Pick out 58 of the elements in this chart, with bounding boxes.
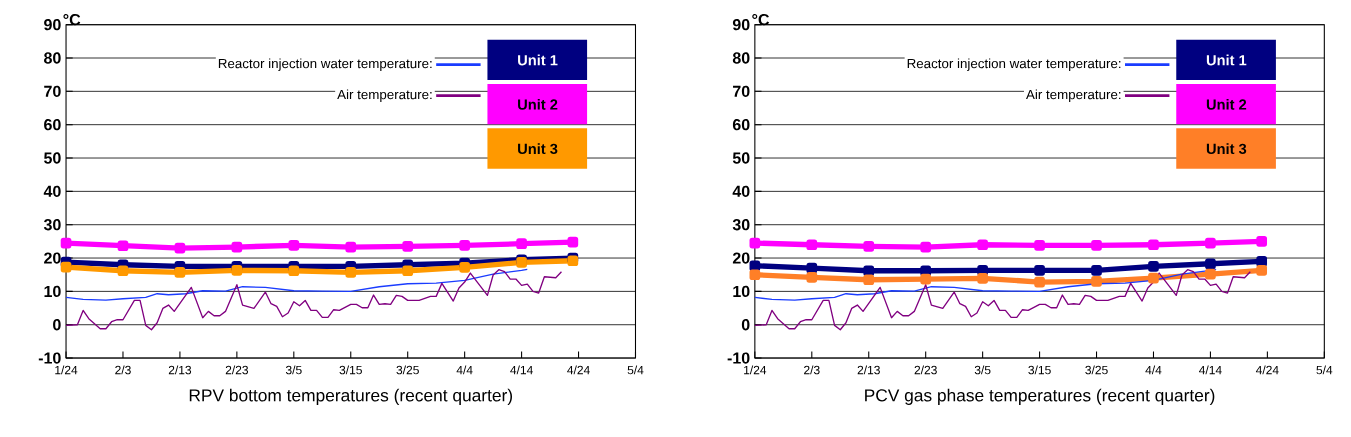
y-tick-label: 50 [732,152,750,164]
x-tick-label: 2/23 [225,365,249,375]
x-tick-label: 4/14 [1199,365,1222,375]
x-axis-title: PCV gas phase temperatures (recent quarter) [865,388,1215,405]
x-tick-label: 3/5 [285,365,302,375]
y-axis-title: °C [752,13,770,26]
text: Unit 1 [518,54,558,66]
x-axis-title: RPV bottom temperatures (recent quarter) [189,388,513,405]
x-tick-label: 4/4 [456,365,473,375]
y-tick-label: 10 [733,285,750,297]
y-tick-label: 20 [732,252,750,264]
legend-label: Air temperature: [337,89,432,102]
x-tick-label: 4/24 [567,365,590,375]
text: Unit 3 [1206,143,1247,154]
y-tick-label: 0 [53,318,61,331]
y-axis-title: °C [63,13,81,26]
x-tick-label: 4/14 [510,365,533,375]
y-tick-label: 0 [741,318,750,331]
x-tick-label: 2/13 [857,365,880,375]
y-tick-label: 30 [732,218,750,231]
text: Unit 1 [1206,54,1247,66]
y-tick-label: 60 [44,118,61,131]
y-tick-label: 20 [44,252,61,264]
y-tick-label: 40 [43,185,61,197]
text: Unit 2 [518,98,558,110]
x-tick-label: 4/4 [1145,365,1162,375]
y-tick-label: 80 [732,52,750,64]
y-tick-label: 90 [732,18,750,31]
legend-label: Air temperature: [1026,89,1121,102]
x-tick-label: 3/25 [1085,365,1108,375]
y-tick-label: 30 [43,218,61,231]
x-tick-label: 1/24 [744,365,767,375]
x-tick-label: 3/5 [974,365,991,375]
x-tick-label: 2/3 [115,365,131,375]
y-tick-label: 50 [44,152,61,164]
x-tick-label: 4/24 [1255,365,1279,375]
x-tick-label: 5/4 [627,365,644,375]
text: Unit 3 [518,143,558,154]
x-tick-label: 2/23 [914,365,937,375]
y-tick-label: -10 [727,352,750,364]
x-tick-label: 1/24 [55,365,78,375]
text: Unit 2 [1206,98,1247,110]
legend-label: Reactor injection water temperature: [907,58,1121,71]
y-tick-label: 80 [44,52,61,64]
x-tick-label: 2/3 [804,365,820,375]
legend-label: Reactor injection water temperature: [218,58,432,71]
x-tick-label: 5/4 [1316,365,1333,375]
y-tick-label: 90 [44,18,61,31]
y-tick-label: 60 [732,118,750,131]
x-tick-label: 2/13 [168,365,192,375]
y-tick-label: 10 [44,285,61,297]
y-tick-label: 70 [733,85,750,97]
y-tick-label: 40 [732,185,750,197]
x-tick-label: 3/15 [339,365,362,375]
y-tick-label: -10 [38,352,61,364]
y-tick-label: 70 [44,85,61,97]
x-tick-label: 3/25 [396,365,419,375]
x-tick-label: 3/15 [1028,365,1051,375]
